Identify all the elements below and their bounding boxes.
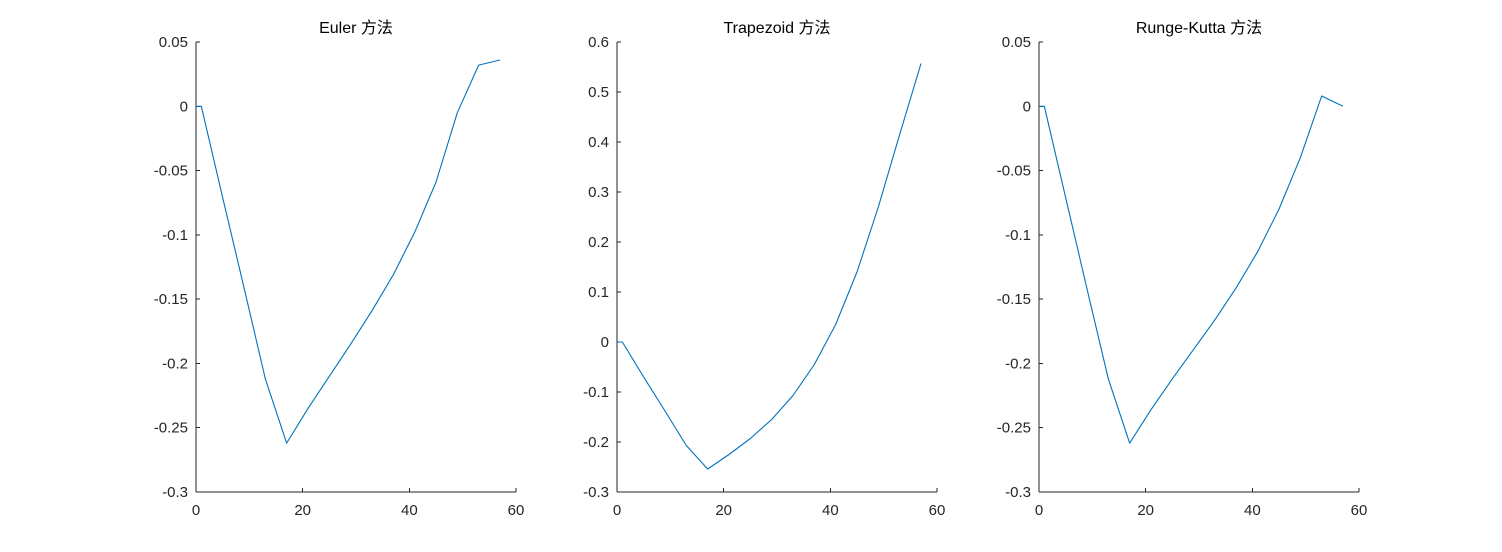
y-tick-label: 0: [1023, 98, 1031, 115]
y-tick-label: 0.6: [588, 34, 609, 51]
subplot-euler: Euler 方法 0 20 40 60 -0.3-0.25-0.2-0.15-0.1-…: [154, 19, 525, 519]
y-tick-label: -0.2: [583, 434, 609, 451]
x-tick-label: 0: [1035, 502, 1043, 519]
y-tick-label: -0.3: [1005, 484, 1031, 501]
x-tick-label: 60: [929, 502, 946, 519]
y-tick-label: 0.05: [1002, 34, 1031, 51]
y-tick-label: 0.3: [588, 184, 609, 201]
x-tick-label: 20: [1137, 502, 1154, 519]
y-ticks: -0.3 -0.25 -0.2 -0.15 -0.1 -0.05 0 0.05: [997, 34, 1043, 501]
y-tick-label: -0.25: [154, 420, 188, 437]
line-series-euler: [196, 59, 501, 444]
line-series-runge-kutta: [1039, 95, 1344, 444]
y-tick-label: -0.05: [997, 163, 1031, 180]
x-ticks: 0 20 40 60: [192, 488, 525, 519]
subplot-trapezoid: Trapezoid 方法 0 20 40 60 -0.3 -0.2 -0.1 0 0.1 0.2…: [583, 19, 945, 519]
y-tick-label: -0.15: [154, 291, 188, 308]
y-tick-label: -0.2: [162, 355, 188, 372]
subplot-runge-kutta: Runge-Kutta 方法 0 20 40 60 -0.3 -0.25 -0.2 -0.1…: [997, 19, 1368, 519]
chart-title-runge-kutta: Runge-Kutta 方法: [1136, 19, 1262, 37]
y-tick-label: 0.4: [588, 134, 609, 151]
chart-title-trapezoid: Trapezoid 方法: [723, 19, 830, 37]
x-ticks: 0 20 40 60: [1035, 488, 1368, 519]
x-tick-label: 40: [822, 502, 839, 519]
x-tick-label: 0: [192, 502, 200, 519]
y-tick-label: 0: [180, 98, 188, 115]
y-tick-label: 0.5: [588, 84, 609, 101]
y-ticks: -0.3 -0.2 -0.1 0 0.1 0.2 0.3 0.4 0.5 0.6: [583, 34, 621, 501]
y-tick-label: -0.3: [162, 484, 188, 501]
x-tick-label: 60: [1351, 502, 1368, 519]
chart-title-euler: Euler 方法: [319, 19, 393, 37]
y-tick-label: -0.25: [997, 420, 1031, 437]
y-tick-label: 0.1: [588, 284, 609, 301]
x-ticks: 0 20 40 60: [613, 488, 946, 519]
y-tick-label: 0.2: [588, 234, 609, 251]
y-ticks: -0.3 -0.25 -0.2 -0.15 -0.1 -0.05 0 0.05: [154, 34, 200, 501]
y-tick-label: -0.3: [583, 484, 609, 501]
y-tick-label: -0.1: [583, 384, 609, 401]
x-tick-label: 40: [401, 502, 418, 519]
x-tick-label: 0: [613, 502, 621, 519]
x-tick-label: 40: [1244, 502, 1261, 519]
line-series-trapezoid: [617, 63, 922, 470]
y-tick-label: -0.1: [1005, 227, 1031, 244]
x-tick-label: 20: [715, 502, 732, 519]
y-tick-label: -0.2: [1005, 355, 1031, 372]
x-tick-label: 60: [508, 502, 525, 519]
y-tick-label: -0.15: [997, 291, 1031, 308]
y-tick-label: 0.05: [159, 34, 188, 51]
y-tick-label: -0.1: [162, 227, 188, 244]
x-tick-label: 20: [294, 502, 311, 519]
y-tick-label: 0: [601, 334, 609, 351]
y-tick-label: -0.05: [154, 163, 188, 180]
